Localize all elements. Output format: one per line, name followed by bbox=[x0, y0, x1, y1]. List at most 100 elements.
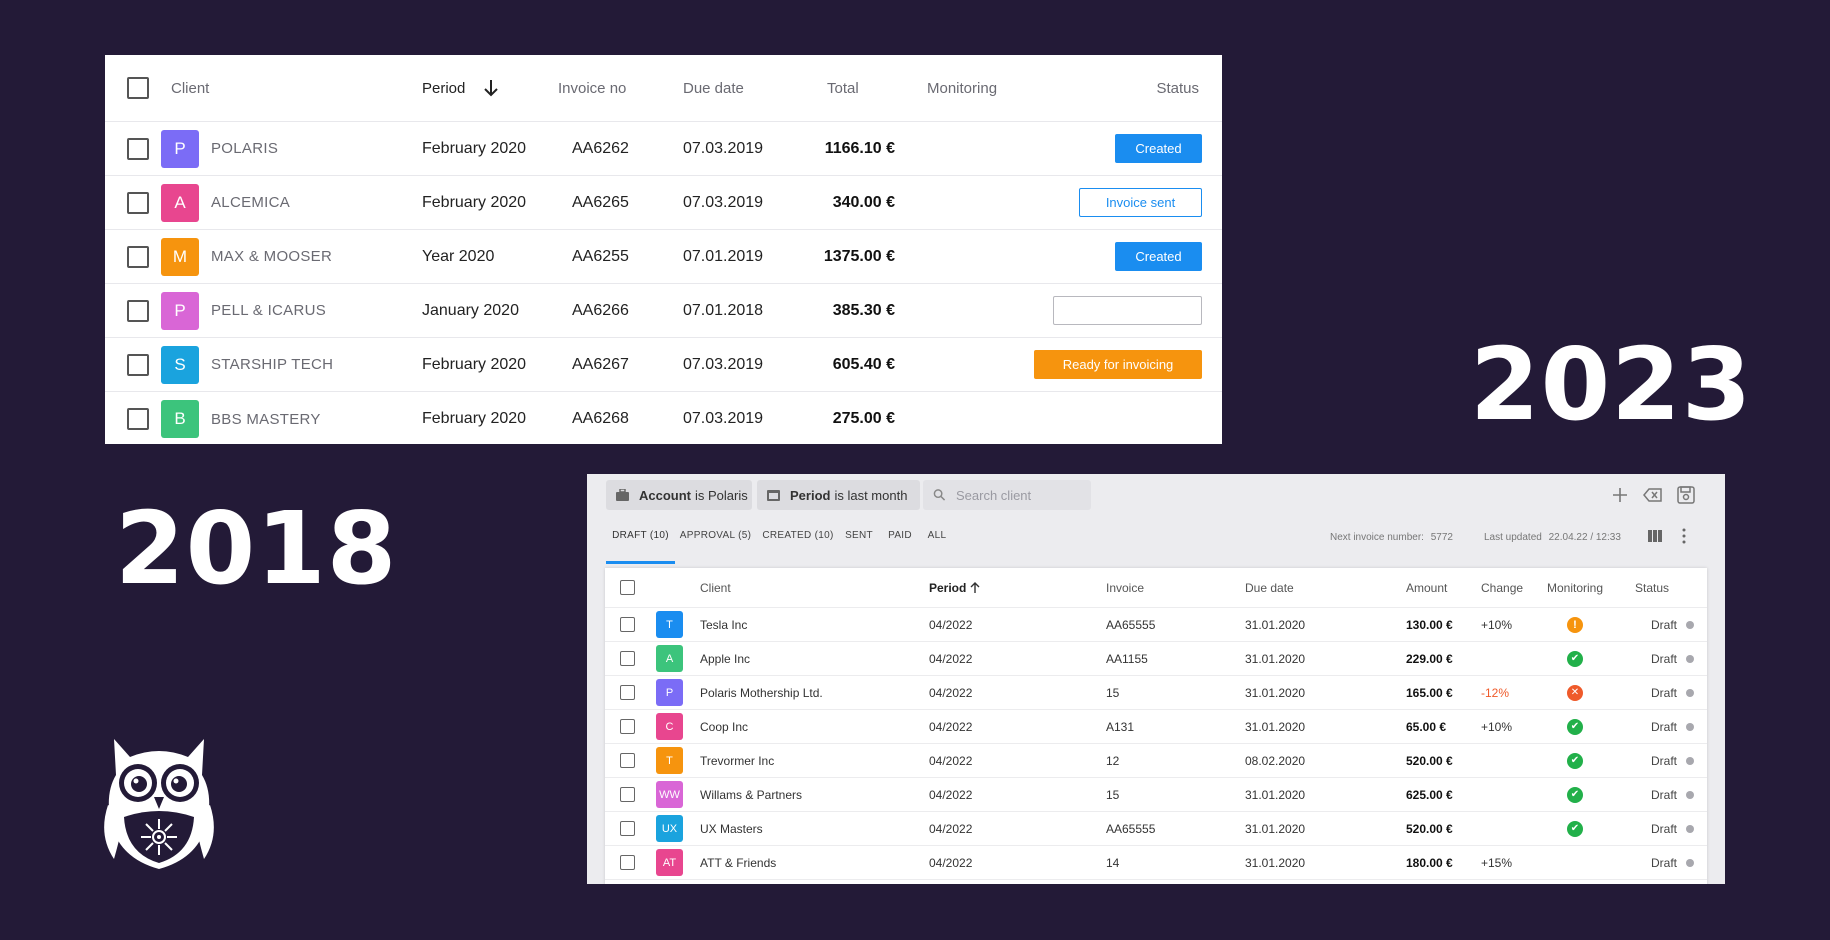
client-name: POLARIS bbox=[211, 140, 279, 157]
client-avatar-cell: A bbox=[656, 642, 683, 675]
filter-chip-period[interactable]: Period is last month bbox=[757, 480, 920, 510]
client-name: BBS MASTERY bbox=[211, 410, 321, 428]
client-avatar-cell: P bbox=[656, 676, 683, 709]
status-cell: Draft bbox=[1651, 787, 1678, 802]
columns-icon[interactable] bbox=[1648, 530, 1662, 542]
row-checkbox[interactable] bbox=[127, 137, 149, 160]
client-name: Willams & Partners bbox=[700, 787, 803, 802]
more-vertical-icon[interactable] bbox=[1681, 528, 1687, 544]
table-row[interactable]: A Apple Inc 04/2022 AA1155 31.01.2020 229.00 … bbox=[605, 642, 1707, 676]
tab-all[interactable]: ALL bbox=[927, 530, 947, 541]
plus-icon[interactable] bbox=[1609, 484, 1631, 506]
due-date-cell: 07.01.2018 bbox=[683, 301, 764, 319]
header-monitoring[interactable]: Monitoring bbox=[1547, 580, 1604, 595]
period-cell: 04/2022 bbox=[929, 855, 973, 870]
check-circle-icon: ✔ bbox=[1567, 752, 1583, 769]
status-button[interactable] bbox=[1053, 296, 1202, 325]
tab-created[interactable]: CREATED (10) bbox=[762, 530, 834, 541]
row-checkbox-cell bbox=[127, 230, 149, 283]
header-period[interactable]: Period bbox=[929, 568, 980, 607]
table-row[interactable]: A ALCEMICA February 2020 AA6265 07.03.2019 34… bbox=[105, 176, 1222, 230]
table-row[interactable]: B BBS MASTERY February 2020 AA6268 07.03.201… bbox=[105, 392, 1222, 446]
row-checkbox[interactable] bbox=[127, 353, 149, 376]
period-cell: 04/2022 bbox=[929, 651, 973, 666]
row-checkbox[interactable] bbox=[620, 753, 635, 768]
status-cell bbox=[1053, 284, 1202, 337]
table-row[interactable]: T Trevormer Inc 04/2022 12 08.02.2020 520.00 … bbox=[605, 744, 1707, 778]
row-checkbox[interactable] bbox=[127, 408, 149, 430]
status-cell: Draft bbox=[1651, 855, 1678, 870]
table-row[interactable]: P Polaris Mothership Ltd. 04/2022 15 31.01.2… bbox=[605, 676, 1707, 710]
arrow-down-icon[interactable] bbox=[483, 79, 499, 97]
old-invoice-table: Client Period Invoice no Due date Total … bbox=[105, 55, 1222, 444]
arrow-up-icon[interactable] bbox=[970, 581, 980, 594]
status-cell: Created bbox=[1115, 230, 1202, 283]
table-row[interactable]: S STARSHIP TECH February 2020 AA6267 07.03.2… bbox=[105, 338, 1222, 392]
row-checkbox-cell bbox=[620, 744, 635, 777]
row-checkbox[interactable] bbox=[127, 191, 149, 214]
amount-cell: 625.00 € bbox=[1406, 787, 1453, 802]
row-checkbox[interactable] bbox=[620, 685, 635, 700]
status-cell: Draft bbox=[1651, 617, 1678, 632]
header-due-date[interactable]: Due date bbox=[683, 79, 744, 97]
monitoring-cell: ✔ bbox=[1567, 812, 1583, 845]
table-row[interactable]: WW Willams & Partners 04/2022 15 31.01.2020 6… bbox=[605, 778, 1707, 812]
row-checkbox-cell bbox=[620, 846, 635, 879]
table-row[interactable]: AT ATT & Friends 04/2022 14 31.01.2020 180.00… bbox=[605, 846, 1707, 880]
row-checkbox[interactable] bbox=[620, 855, 635, 870]
select-all-checkbox[interactable] bbox=[127, 77, 149, 99]
header-period[interactable]: Period bbox=[422, 55, 499, 121]
due-date-cell: 07.01.2019 bbox=[683, 247, 764, 265]
header-invoice[interactable]: Invoice bbox=[1106, 580, 1145, 595]
tab-paid[interactable]: PAID bbox=[888, 530, 912, 541]
row-checkbox[interactable] bbox=[620, 821, 635, 836]
header-status[interactable]: Status bbox=[1156, 79, 1199, 97]
row-checkbox-cell bbox=[620, 676, 635, 709]
header-total[interactable]: Total bbox=[827, 79, 859, 97]
header-monitoring[interactable]: Monitoring bbox=[927, 79, 998, 97]
client-name: Trevormer Inc bbox=[700, 753, 775, 768]
client-name: UX Masters bbox=[700, 821, 763, 836]
tab-sent[interactable]: SENT bbox=[845, 530, 873, 541]
client-name: MAX & MOOSER bbox=[211, 248, 333, 265]
status-cell: Draft bbox=[1651, 719, 1678, 734]
row-checkbox[interactable] bbox=[620, 787, 635, 802]
select-all-checkbox[interactable] bbox=[620, 580, 635, 595]
row-checkbox[interactable] bbox=[620, 719, 635, 734]
table-row[interactable]: M MAX & MOOSER Year 2020 AA6255 07.01.2019 13… bbox=[105, 230, 1222, 284]
filter-chip-account[interactable]: Account is Polaris bbox=[606, 480, 752, 510]
table-row[interactable]: UX UX Masters 04/2022 AA65555 31.01.2020 520.… bbox=[605, 812, 1707, 846]
header-due-date[interactable]: Due date bbox=[1245, 580, 1294, 595]
header-amount[interactable]: Amount bbox=[1406, 580, 1448, 595]
table-row[interactable]: P PELL & ICARUS January 2020 AA6266 07.01.20… bbox=[105, 284, 1222, 338]
tab-draft[interactable]: DRAFT (10) bbox=[606, 530, 675, 564]
header-status[interactable]: Status bbox=[1635, 580, 1670, 595]
row-checkbox[interactable] bbox=[127, 299, 149, 322]
row-checkbox[interactable] bbox=[620, 617, 635, 632]
search-client-input[interactable]: Search client bbox=[923, 480, 1091, 510]
status-button[interactable]: Created bbox=[1115, 242, 1202, 271]
status-button[interactable]: Invoice sent bbox=[1079, 188, 1202, 217]
save-icon[interactable] bbox=[1675, 484, 1697, 506]
monitoring-cell: ✔ bbox=[1567, 744, 1583, 777]
table-row[interactable]: T Tesla Inc 04/2022 AA65555 31.01.2020 130.00… bbox=[605, 608, 1707, 642]
row-checkbox[interactable] bbox=[127, 245, 149, 268]
year-label-2023: 2023 bbox=[1470, 326, 1753, 443]
status-button[interactable]: Ready for invoicing bbox=[1034, 350, 1202, 379]
tab-approval[interactable]: APPROVAL (5) bbox=[679, 530, 752, 541]
clear-filter-icon[interactable] bbox=[1642, 484, 1664, 506]
status-cell: Draft bbox=[1651, 651, 1678, 666]
header-client[interactable]: Client bbox=[171, 79, 210, 97]
table-row[interactable]: P POLARIS February 2020 AA6262 07.03.2019 116… bbox=[105, 122, 1222, 176]
status-button[interactable]: Created bbox=[1115, 134, 1202, 163]
row-checkbox[interactable] bbox=[620, 651, 635, 666]
avatar: A bbox=[161, 183, 199, 222]
header-change[interactable]: Change bbox=[1481, 580, 1524, 595]
client-avatar-cell: C bbox=[656, 710, 683, 743]
header-invoice-no[interactable]: Invoice no bbox=[558, 79, 627, 97]
invoice-cell: AA1155 bbox=[1106, 651, 1148, 666]
client-name: Coop Inc bbox=[700, 719, 749, 734]
header-client[interactable]: Client bbox=[700, 580, 731, 595]
status-dot-icon bbox=[1686, 858, 1694, 867]
table-row[interactable]: C Coop Inc 04/2022 A131 31.01.2020 65.00 € +10… bbox=[605, 710, 1707, 744]
